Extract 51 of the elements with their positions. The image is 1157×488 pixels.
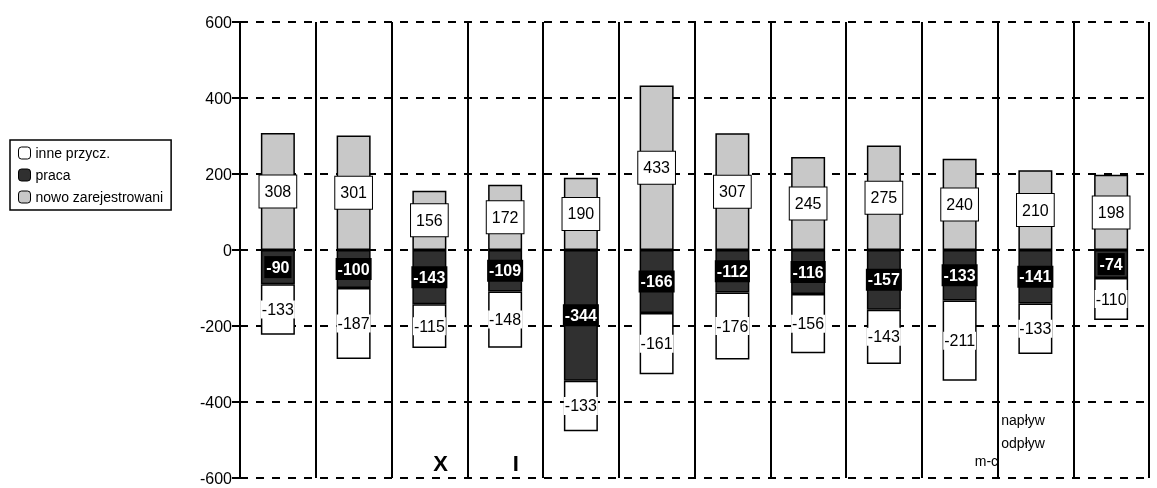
legend-label: inne przycz. [35,145,111,161]
data-label: -110 [1095,290,1127,308]
y-tick-label: 400 [205,89,233,107]
data-label: -100 [337,260,370,278]
data-label: 156 [416,211,443,229]
y-tick-label: 200 [205,165,233,183]
annotation: odpływ [1001,434,1046,451]
data-label: 240 [946,195,974,213]
data-label: 190 [567,205,595,223]
data-label: -90 [266,258,290,276]
data-label: -112 [716,262,749,280]
data-label: 433 [643,159,671,177]
data-label: 172 [491,208,519,226]
annotation: X [433,450,449,476]
data-label: -156 [792,315,825,333]
annotation: m-c [974,453,999,470]
data-label: 245 [794,194,822,212]
data-label: -148 [489,311,522,329]
annotation: napływ [1001,412,1046,428]
data-label: -74 [1099,255,1123,273]
legend-label: nowo zarejestrowani [35,189,164,205]
y-tick-label: -600 [199,469,233,487]
y-tick-label: 600 [205,13,233,31]
annotation: I [512,450,519,476]
data-label: -133 [1019,320,1052,338]
y-tick-label: 0 [223,241,233,259]
data-label: -133 [943,266,976,284]
data-label: -166 [640,273,673,291]
data-label: -344 [564,306,597,324]
data-label: 210 [1022,201,1049,219]
data-label: 275 [870,189,898,207]
data-label: -157 [867,271,900,289]
y-tick-label: -200 [199,317,233,335]
data-label: -109 [489,262,522,280]
data-label: -161 [640,335,673,353]
data-label: 301 [340,184,368,202]
data-label: -211 [944,332,976,350]
data-label: -116 [792,263,824,281]
data-label: -141 [1019,268,1052,286]
legend-label: praca [35,167,71,183]
data-label: 308 [264,182,292,200]
data-label: 307 [719,183,746,201]
data-label: -187 [337,315,370,333]
data-label: -143 [867,328,900,346]
data-label: 198 [1097,203,1125,221]
data-label: -115 [413,317,445,335]
y-tick-label: -400 [199,393,233,411]
data-label: -133 [564,397,597,415]
data-label: -176 [716,317,749,335]
data-label: -133 [261,300,294,318]
data-label: -143 [413,268,446,286]
